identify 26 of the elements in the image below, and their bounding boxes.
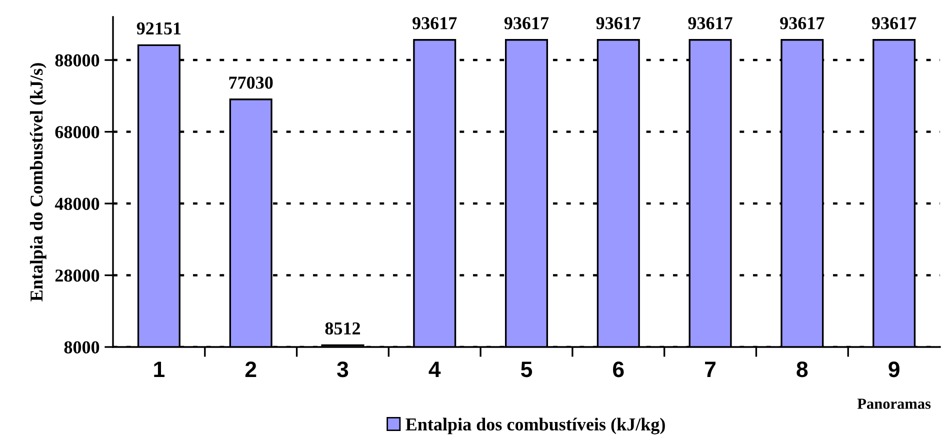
data-label: 93617 — [504, 17, 549, 30]
data-label: 93617 — [872, 17, 916, 30]
y-tick-label: 8000 — [64, 341, 100, 354]
data-label: 77030 — [229, 76, 273, 89]
legend-label: Entalpia dos combustíveis (kJ/kg) — [406, 418, 665, 434]
y-tick-label: 48000 — [54, 198, 100, 210]
data-label: 93617 — [412, 17, 457, 30]
x-tick-label: 4 — [428, 362, 441, 377]
x-tick-label: 3 — [337, 361, 348, 378]
y-tick-label: 28000 — [55, 270, 100, 282]
y-tick-label: 88000 — [55, 54, 100, 66]
data-label: 92151 — [136, 22, 181, 35]
data-label: 93617 — [780, 17, 824, 30]
x-axis-title: Panoramas — [857, 398, 931, 409]
data-label: 8512 — [325, 322, 360, 335]
x-tick-label: 9 — [888, 361, 900, 378]
x-tick-label: 1 — [154, 362, 165, 377]
y-tick-label: 68000 — [55, 126, 100, 138]
x-tick-label: 6 — [613, 361, 624, 378]
x-tick-label: 2 — [245, 361, 256, 377]
x-tick-label: 7 — [705, 362, 716, 377]
x-tick-label: 5 — [521, 362, 532, 378]
data-label: 93617 — [688, 17, 732, 30]
x-tick-label: 8 — [796, 361, 808, 378]
y-axis-title: Entalpia do Combustível (kJ/s) — [30, 63, 46, 302]
data-label: 93617 — [596, 17, 641, 30]
